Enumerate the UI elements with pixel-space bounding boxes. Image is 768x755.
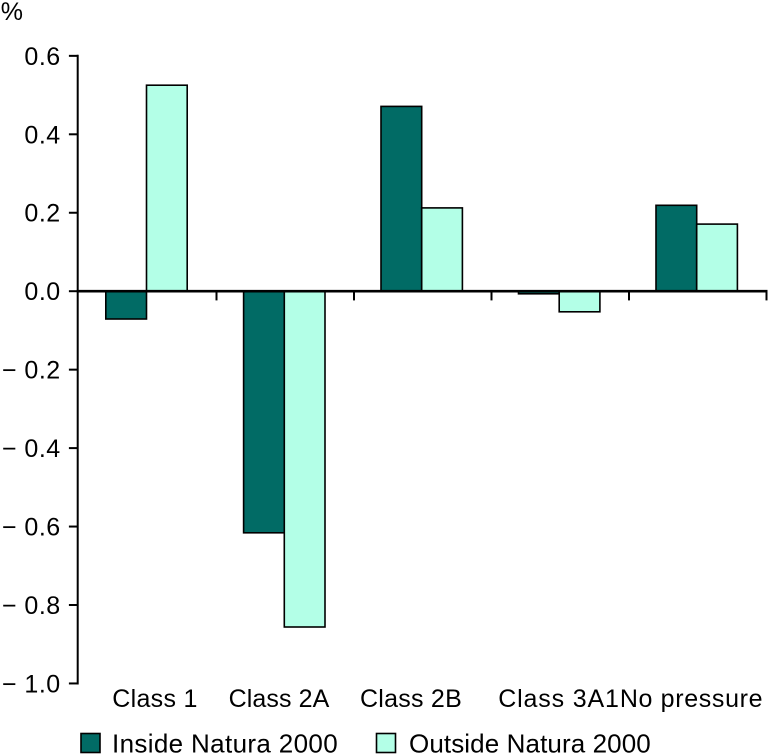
svg-text:Outside Natura 2000: Outside Natura 2000 xyxy=(409,729,651,755)
svg-text:Class 3A1: Class 3A1 xyxy=(498,685,620,713)
svg-text:− 0.4: − 0.4 xyxy=(2,435,61,463)
svg-text:0.2: 0.2 xyxy=(24,200,60,228)
svg-text:Inside Natura 2000: Inside Natura 2000 xyxy=(112,729,338,755)
svg-text:Class 1: Class 1 xyxy=(112,685,197,713)
svg-text:No pressure: No pressure xyxy=(620,685,763,713)
svg-text:− 0.6: − 0.6 xyxy=(2,514,61,542)
svg-text:0.6: 0.6 xyxy=(24,43,60,71)
svg-text:0.0: 0.0 xyxy=(24,278,60,306)
svg-text:0.4: 0.4 xyxy=(24,121,60,149)
svg-text:Class 2A: Class 2A xyxy=(229,685,330,713)
svg-text:− 1.0: − 1.0 xyxy=(2,670,61,698)
svg-text:%: % xyxy=(1,0,23,26)
svg-text:− 0.2: − 0.2 xyxy=(2,357,61,385)
svg-text:− 0.8: − 0.8 xyxy=(2,592,61,620)
svg-text:Class 2B: Class 2B xyxy=(360,685,462,713)
